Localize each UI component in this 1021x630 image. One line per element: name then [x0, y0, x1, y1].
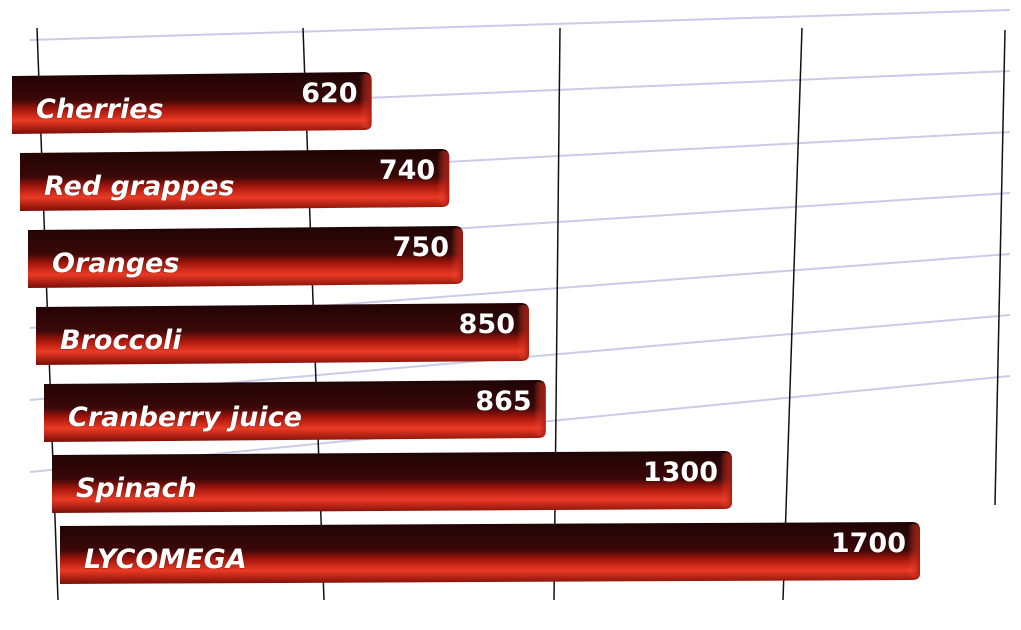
bar-cap	[908, 524, 920, 578]
bar-group: Red grappes 740	[20, 149, 450, 211]
bar-value-label: 740	[379, 155, 435, 186]
bar	[12, 72, 372, 134]
bar-value-label: 750	[393, 232, 449, 263]
bar-group: Cranberry juice 865	[44, 380, 546, 442]
bar-value-label: 865	[475, 386, 531, 417]
bar-label: Cherries	[36, 94, 164, 125]
bar-label: Oranges	[52, 248, 179, 279]
grid-line-vertical	[782, 27, 803, 601]
bar-label: Spinach	[76, 473, 197, 504]
bar-value-label: 620	[301, 78, 357, 109]
bar-group: Broccoli 850	[36, 303, 529, 365]
bar-cap	[359, 74, 372, 128]
bar-cap	[517, 305, 529, 359]
bar	[28, 226, 463, 288]
grid-line-horizontal	[29, 9, 1011, 41]
bar-value-label: 1300	[643, 457, 718, 488]
bar-value-label: 1700	[831, 528, 906, 559]
bar-group: Spinach 1300	[52, 451, 732, 513]
bar	[20, 149, 450, 211]
bar-group: Cherries 620	[12, 72, 372, 134]
bar-label: Broccoli	[60, 325, 182, 356]
bar-label: Cranberry juice	[68, 402, 302, 433]
bar	[52, 451, 732, 513]
bars: Cherries 620 Red grappes 740 Oranges 750 Brocc…	[12, 72, 920, 584]
bar-group: LYCOMEGA 1700	[60, 522, 920, 584]
bar-cap	[451, 228, 463, 282]
bar	[60, 522, 920, 584]
bar-cap	[533, 382, 546, 436]
bar-cap	[720, 453, 732, 507]
bar-label: LYCOMEGA	[84, 544, 247, 575]
grid-line-vertical	[553, 27, 561, 601]
bar	[44, 380, 546, 442]
bar	[36, 303, 529, 365]
bar-label: Red grappes	[44, 171, 234, 202]
bar-group: Oranges 750	[28, 226, 463, 288]
bar-cap	[437, 151, 450, 205]
bar-value-label: 850	[459, 309, 515, 340]
grid-line-vertical	[994, 29, 1006, 506]
